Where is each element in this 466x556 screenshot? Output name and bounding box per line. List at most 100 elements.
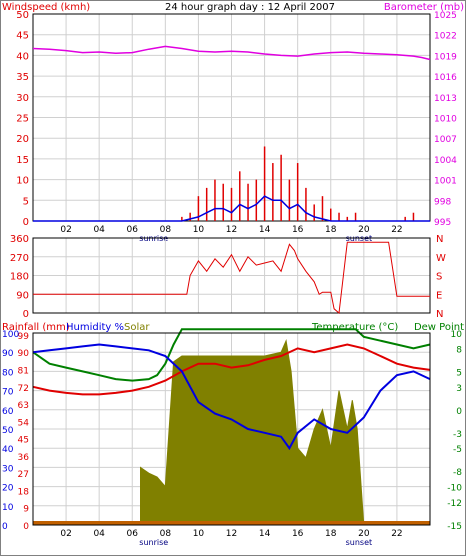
windspeed-tick-label: 0 [23, 217, 29, 228]
wind-panel-grid [33, 14, 430, 221]
windspeed-tick-label: 15 [16, 155, 29, 166]
windspeed-tick-label: 10 [16, 176, 29, 187]
rainfall-bar [33, 521, 430, 525]
solar-area [140, 338, 365, 526]
x-tick-label: 22 [391, 225, 402, 235]
direction-panel-series [33, 241, 430, 314]
direction-tick-label: 0 [23, 309, 29, 320]
temperature-tick-label: -12 [447, 499, 462, 509]
compass-tick-label: N [436, 234, 443, 245]
barometer-tick-label: 995 [434, 218, 451, 228]
rainfall-tick-label: 99 [18, 332, 30, 342]
direction-tick-label: 270 [10, 253, 29, 264]
barometer-tick-label: 1013 [434, 94, 457, 104]
rainfall-tick-label: 45 [18, 436, 29, 446]
temperature-tick-label: 10 [451, 330, 463, 340]
temperature-tick-label: -15 [447, 522, 462, 532]
climate-panel-frame [32, 332, 431, 526]
x-tick-label: 22 [391, 529, 402, 539]
rainfall-tick-label: 27 [18, 470, 29, 480]
windspeed-tick-label: 30 [16, 93, 29, 104]
dewpoint-line [32, 328, 431, 382]
climate-panel-axes: 0918273645546372819099010203040506070809… [2, 330, 462, 547]
dewpoint-label: Dew Point [414, 322, 464, 333]
humidity-tick-label: 60 [2, 407, 14, 417]
barometer-tick-label: 1019 [434, 52, 457, 62]
humidity-tick-label: 70 [2, 388, 14, 398]
sunset-label: sunset [346, 538, 373, 547]
windspeed-tick-label: 25 [16, 114, 29, 125]
chart-title: 24 hour graph day : 12 April 2007 [165, 2, 335, 13]
rainfall-tick-label: 72 [18, 384, 29, 394]
wind-direction-line [33, 241, 430, 314]
x-tick-label: 18 [325, 529, 337, 539]
windspeed-tick-label: 45 [16, 31, 29, 42]
humidity-tick-label: 90 [2, 349, 14, 359]
compass-tick-label: W [436, 253, 446, 264]
x-tick-label: 20 [358, 529, 370, 539]
rainfall-label: Rainfall (mm) [2, 322, 70, 333]
temperature-tick-label: 3 [456, 384, 462, 394]
rainfall-tick-label: 18 [18, 487, 30, 497]
x-tick-label: 08 [160, 225, 172, 235]
rainfall-tick-label: 81 [18, 366, 29, 376]
humidity-tick-label: 10 [2, 503, 14, 513]
rainfall-tick-label: 0 [23, 522, 29, 532]
rainfall-tick-label: 54 [18, 418, 30, 428]
windspeed-tick-label: 5 [23, 196, 29, 207]
humidity-tick-label: 0 [2, 522, 8, 532]
x-tick-label: 20 [358, 225, 370, 235]
x-tick-label: 10 [193, 225, 205, 235]
windspeed-tick-label: 35 [16, 72, 29, 83]
x-tick-label: 18 [325, 225, 337, 235]
windspeed-tick-label: 50 [16, 10, 29, 21]
barometer-tick-label: 1010 [434, 115, 457, 125]
compass-tick-label: E [436, 290, 442, 301]
barometer-axis-title: Barometer (mb) [384, 2, 464, 13]
rainfall-tick-label: 36 [18, 453, 30, 463]
windspeed-axis-title: Windspeed (kmh) [2, 2, 90, 13]
compass-tick-label: S [436, 272, 442, 283]
direction-tick-label: 180 [10, 272, 29, 283]
barometer-tick-label: 1025 [434, 11, 457, 21]
rainfall-tick-label: 90 [18, 349, 30, 359]
x-tick-label: 06 [127, 529, 139, 539]
wind-panel-series [32, 45, 431, 222]
humidity-tick-label: 30 [2, 464, 14, 474]
x-tick-label: 06 [127, 225, 139, 235]
x-tick-label: 14 [259, 529, 271, 539]
humidity-tick-label: 20 [2, 484, 14, 494]
temperature-label: Temperature (°C) [311, 322, 398, 333]
compass-tick-label: N [436, 309, 443, 320]
barometer-tick-label: 1004 [434, 156, 457, 166]
x-tick-label: 02 [60, 225, 71, 235]
temperature-tick-label: 0 [456, 407, 462, 417]
solar-label: Solar [124, 322, 150, 333]
humidity-tick-label: 100 [2, 330, 19, 340]
barometer-tick-label: 1001 [434, 177, 457, 187]
windspeed-tick-label: 40 [16, 51, 29, 62]
x-tick-label: 16 [292, 529, 304, 539]
barometer-tick-label: 998 [434, 197, 451, 207]
humidity-tick-label: 50 [2, 426, 14, 436]
barometer-tick-label: 1022 [434, 32, 457, 42]
x-tick-label: 12 [226, 529, 237, 539]
rainfall-tick-label: 9 [23, 505, 29, 515]
humidity-label: Humidity % [66, 322, 124, 333]
x-tick-label: 02 [60, 529, 71, 539]
average-windspeed-line [33, 195, 430, 222]
direction-panel-grid [33, 238, 430, 313]
x-tick-label: 12 [226, 225, 237, 235]
temperature-tick-label: -3 [453, 430, 462, 440]
temperature-tick-label: 8 [456, 345, 462, 355]
x-tick-label: 08 [160, 529, 172, 539]
x-tick-label: 14 [259, 225, 271, 235]
temperature-tick-label: -8 [453, 468, 462, 478]
temperature-line [32, 343, 431, 396]
x-tick-label: 10 [193, 529, 205, 539]
direction-tick-label: 360 [10, 234, 29, 245]
humidity-line [32, 343, 431, 451]
climate-panel-series [32, 328, 431, 526]
